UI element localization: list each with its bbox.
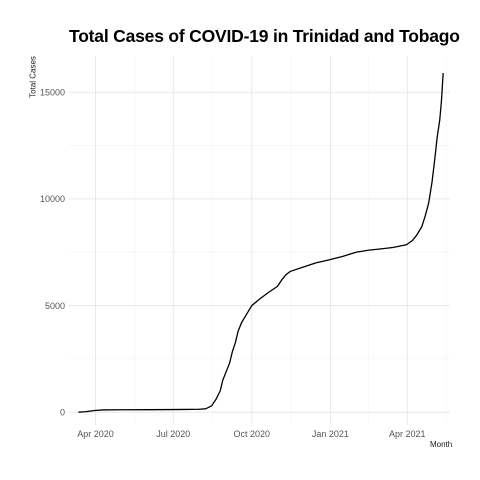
x-tick-labels: Apr 2020 Jul 2020 Oct 2020 Jan 2021 Apr 2021 <box>77 429 425 439</box>
x-tick-label: Apr 2021 <box>389 429 426 439</box>
minor-gridlines <box>69 56 450 425</box>
x-tick-label: Jan 2021 <box>312 429 349 439</box>
y-tick-label: 10000 <box>40 194 65 204</box>
x-tick-label: Apr 2020 <box>77 429 114 439</box>
major-gridlines <box>69 56 450 425</box>
y-tick-label: 5000 <box>45 301 65 311</box>
y-tick-label: 0 <box>60 407 65 417</box>
x-tick-label: Jul 2020 <box>156 429 190 439</box>
y-tick-label: 15000 <box>40 87 65 97</box>
series-layer <box>78 73 444 413</box>
x-axis-label: Month <box>430 440 453 449</box>
y-tick-labels: 0 5000 10000 15000 <box>40 87 65 417</box>
x-tick-label: Oct 2020 <box>234 429 271 439</box>
series-line <box>78 73 444 413</box>
chart-title: Total Cases of COVID-19 in Trinidad and … <box>69 26 460 46</box>
